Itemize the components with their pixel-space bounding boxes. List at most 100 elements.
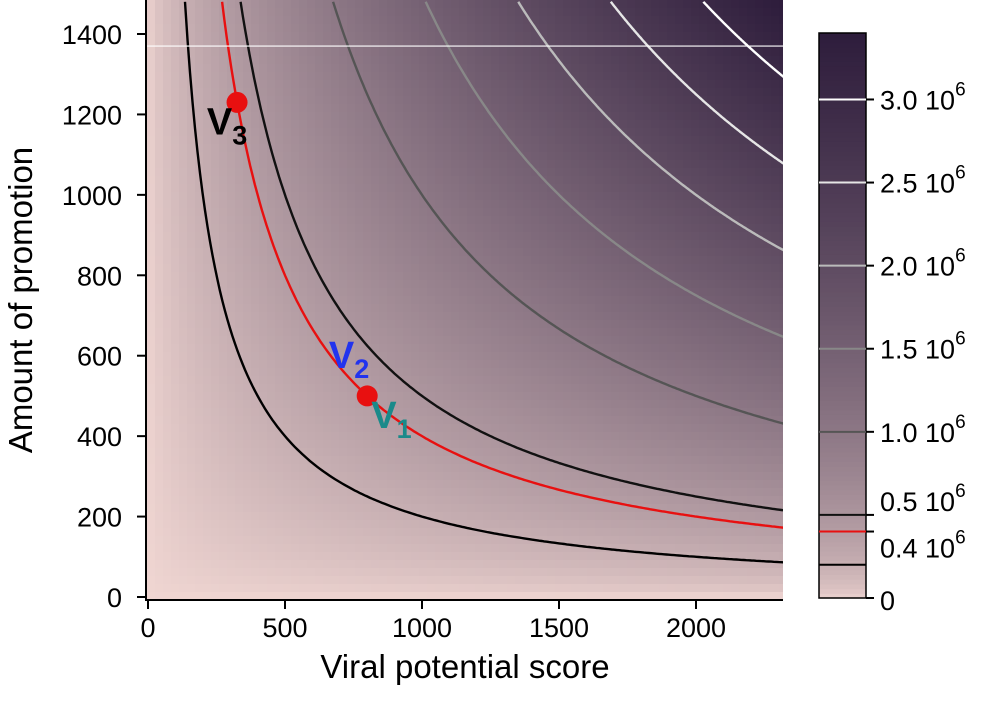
heat-cell: [539, 80, 548, 89]
heat-cell: [435, 240, 444, 249]
heat-cell: [459, 96, 468, 105]
heat-cell: [235, 160, 244, 169]
heat-cell: [747, 280, 756, 289]
heat-cell: [251, 472, 260, 481]
heat-cell: [211, 104, 220, 113]
heat-cell: [555, 16, 564, 25]
heat-cell: [475, 128, 484, 137]
heat-cell: [211, 416, 220, 425]
heat-cell: [515, 56, 524, 65]
heat-cell: [659, 240, 668, 249]
heat-cell: [315, 24, 324, 33]
heat-cell: [227, 432, 236, 441]
heat-cell: [515, 424, 524, 433]
heat-cell: [603, 192, 612, 201]
heat-cell: [643, 320, 652, 329]
heat-cell: [651, 112, 660, 121]
heat-cell: [371, 184, 380, 193]
heat-cell: [331, 296, 340, 305]
heat-cell: [267, 432, 276, 441]
heat-cell: [259, 248, 268, 257]
heat-cell: [483, 8, 492, 17]
heat-cell: [259, 104, 268, 113]
heat-cell: [227, 120, 236, 129]
heat-cell: [459, 88, 468, 97]
heat-cell: [395, 136, 404, 145]
heat-cell: [579, 8, 588, 17]
heat-cell: [331, 408, 340, 417]
heat-cell: [195, 136, 204, 145]
heat-cell: [323, 104, 332, 113]
heat-cell: [595, 344, 604, 353]
heat-cell: [459, 160, 468, 169]
heat-cell: [179, 16, 188, 25]
heat-cell: [651, 136, 660, 145]
heat-cell: [387, 160, 396, 169]
heat-cell: [331, 64, 340, 73]
heat-cell: [635, 240, 644, 249]
heat-cell: [691, 224, 700, 233]
heat-cell: [619, 160, 628, 169]
heat-cell: [187, 40, 196, 49]
heat-cell: [699, 160, 708, 169]
heat-cell: [627, 424, 636, 433]
heat-cell: [531, 368, 540, 377]
heat-cell: [195, 216, 204, 225]
heat-cell: [683, 488, 692, 497]
heat-cell: [435, 344, 444, 353]
heat-cell: [147, 272, 156, 281]
heat-cell: [715, 80, 724, 89]
heat-cell: [635, 384, 644, 393]
heat-cell: [459, 384, 468, 393]
heat-cell: [371, 128, 380, 137]
heat-cell: [307, 8, 316, 17]
heat-cell: [315, 240, 324, 249]
heat-cell: [747, 392, 756, 401]
heat-cell: [771, 16, 780, 25]
heat-cell: [763, 288, 772, 297]
heat-cell: [771, 56, 780, 65]
heat-cell: [779, 360, 783, 369]
heat-cell: [539, 336, 548, 345]
heat-cell: [539, 168, 548, 177]
heat-cell: [299, 280, 308, 289]
heat-cell: [259, 144, 268, 153]
heat-cell: [387, 400, 396, 409]
heat-cell: [371, 224, 380, 233]
heat-cell: [259, 288, 268, 297]
heat-cell: [651, 248, 660, 257]
heat-cell: [651, 160, 660, 169]
heat-cell: [755, 448, 764, 457]
heat-cell: [147, 32, 156, 41]
heat-cell: [611, 416, 620, 425]
heat-cell: [659, 472, 668, 481]
heat-cell: [595, 368, 604, 377]
heat-cell: [283, 232, 292, 241]
heat-cell: [611, 144, 620, 153]
heat-cell: [699, 264, 708, 273]
heat-cell: [635, 448, 644, 457]
heat-cell: [171, 280, 180, 289]
heat-cell: [451, 216, 460, 225]
heat-cell: [211, 368, 220, 377]
heat-cell: [483, 120, 492, 129]
heat-cell: [539, 216, 548, 225]
heat-cell: [459, 352, 468, 361]
heat-cell: [675, 136, 684, 145]
heat-cell: [179, 136, 188, 145]
heat-cell: [587, 472, 596, 481]
heat-cell: [779, 328, 783, 337]
heat-cell: [419, 264, 428, 273]
heat-cell: [747, 240, 756, 249]
heat-cell: [491, 448, 500, 457]
heat-cell: [443, 320, 452, 329]
heat-cell: [275, 96, 284, 105]
heat-cell: [515, 8, 524, 17]
heat-cell: [555, 232, 564, 241]
heat-cell: [307, 64, 316, 73]
heat-cell: [547, 232, 556, 241]
heat-cell: [683, 128, 692, 137]
heat-cell: [483, 328, 492, 337]
heat-cell: [259, 128, 268, 137]
heat-cell: [747, 64, 756, 73]
